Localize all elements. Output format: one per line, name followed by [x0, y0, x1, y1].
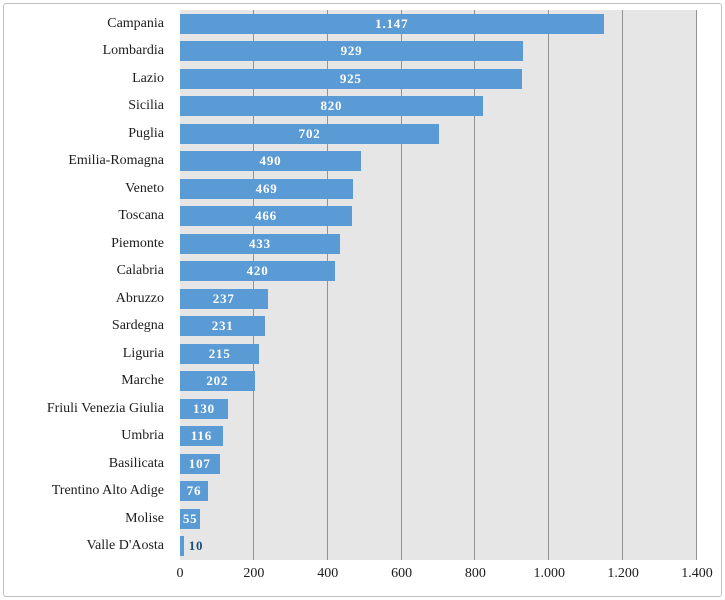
x-tick-label: 800: [464, 566, 486, 581]
category-label: Friuli Venezia Giulia: [46, 400, 164, 416]
x-tick-label: 1.200: [607, 566, 639, 581]
x-tick-label: 400: [317, 566, 339, 581]
x-tick-label: 600: [391, 566, 413, 581]
value-label: 1.147: [375, 15, 409, 31]
bar: 420: [180, 261, 336, 282]
bar: 231: [180, 316, 266, 337]
value-label: 76: [186, 483, 202, 499]
bar: 702: [180, 123, 440, 144]
category-label: Basilicata: [108, 455, 164, 471]
bar: 490: [180, 151, 361, 172]
category-label: Puglia: [128, 125, 164, 141]
bar: 466: [180, 206, 353, 227]
category-label: Abruzzo: [115, 290, 164, 306]
bar: 929: [180, 41, 524, 62]
bar: 1.147: [180, 13, 604, 34]
bar: 237: [180, 288, 268, 309]
bar: 55: [180, 508, 201, 529]
category-label: Trentino Alto Adige: [51, 483, 164, 499]
bar: 433: [180, 233, 340, 254]
category-label: Umbria: [121, 428, 164, 444]
bar: 202: [180, 371, 255, 392]
x-tick-label: 1.000: [533, 566, 566, 581]
category-label: Piemonte: [111, 235, 164, 251]
gridline: [622, 10, 624, 560]
value-label: 820: [320, 98, 343, 114]
value-label: 55: [182, 510, 198, 526]
value-label: 202: [206, 373, 229, 389]
value-label: 433: [248, 235, 271, 251]
value-label: 420: [246, 263, 269, 279]
category-label: Molise: [125, 510, 164, 526]
category-label: Valle D'Aosta: [86, 538, 164, 554]
gridline: [400, 10, 402, 560]
gridline: [696, 10, 697, 560]
x-tick-label: 200: [243, 566, 265, 581]
bar: 820: [180, 96, 483, 117]
category-label: Campania: [107, 15, 164, 31]
bar: 107: [180, 453, 220, 474]
gridline: [252, 10, 254, 560]
value-label: 469: [255, 180, 278, 196]
value-label: 10: [188, 538, 204, 554]
value-label: 929: [340, 43, 363, 59]
bar: 469: [180, 178, 354, 199]
bar: 130: [180, 398, 228, 419]
bar: 76: [180, 481, 209, 502]
category-label: Lombardia: [102, 43, 164, 59]
gridline: [548, 10, 550, 560]
x-axis: 0 200 400 600 800 1.000 1.200 1.400: [176, 564, 713, 588]
category-label: Marche: [121, 373, 164, 389]
bar: 116: [180, 426, 223, 447]
plot-area: 1.147 929 925 820 702 490 469 466 433 420 237 231 21…: [180, 10, 697, 560]
category-label: Lazio: [132, 70, 164, 86]
value-label: 231: [211, 318, 234, 334]
category-labels: Campania Lombardia Lazio Sicilia Puglia Emili…: [0, 10, 172, 560]
bar: 925: [180, 68, 522, 89]
category-label: Calabria: [116, 263, 164, 279]
x-tick-label: 1.400: [681, 566, 713, 581]
value-label: 466: [255, 208, 277, 224]
x-tick-label: 0: [176, 566, 184, 581]
gridline: [474, 10, 476, 560]
value-label: 702: [298, 125, 321, 141]
value-label: 237: [212, 290, 235, 306]
category-label: Liguria: [122, 345, 164, 361]
category-label: Sardegna: [111, 318, 164, 334]
bar: [180, 536, 184, 557]
category-label: Veneto: [125, 180, 164, 196]
value-label: 116: [190, 428, 212, 444]
category-label: Sicilia: [128, 98, 164, 114]
value-label: 925: [339, 70, 362, 86]
value-label: 215: [208, 345, 231, 361]
gridline: [326, 10, 328, 560]
bar: 215: [180, 343, 260, 364]
value-label: 107: [188, 455, 211, 471]
value-label: 130: [193, 400, 215, 416]
value-label: 490: [259, 153, 282, 169]
category-label: Emilia-Romagna: [68, 153, 164, 169]
category-label: Toscana: [118, 208, 164, 224]
